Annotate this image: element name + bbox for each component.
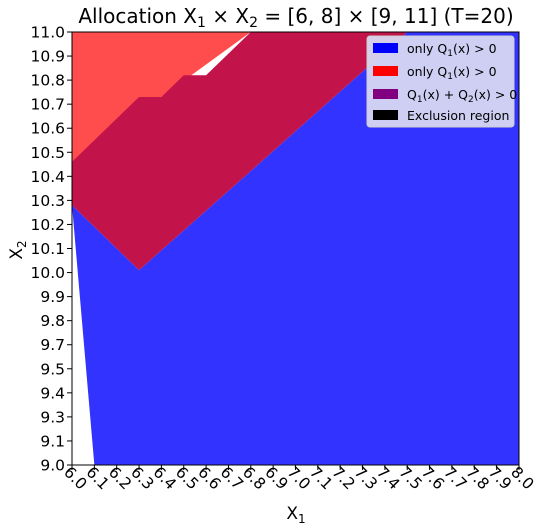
y-tick-label: 10.1 bbox=[30, 240, 65, 258]
y-tick-label: 10.3 bbox=[30, 192, 65, 210]
region-0 bbox=[72, 32, 519, 465]
y-tick-label: 10.4 bbox=[30, 168, 65, 186]
y-tick-label: 10.7 bbox=[30, 96, 65, 114]
y-tick-label: 9.4 bbox=[40, 384, 65, 402]
legend: only Q1(x) > 0 only Q1(x) > 0 Q1(x) + Q2… bbox=[366, 35, 517, 128]
legend-swatch-purple bbox=[373, 89, 398, 99]
x-axis: 6.06.16.26.36.46.56.66.76.86.97.07.17.27… bbox=[60, 463, 537, 493]
y-tick-label: 9.1 bbox=[40, 432, 65, 450]
plot-regions bbox=[72, 32, 519, 465]
legend-swatch-black bbox=[373, 110, 398, 120]
y-tick-label: 9.3 bbox=[40, 408, 65, 426]
legend-swatch-blue bbox=[373, 43, 398, 53]
y-tick-label: 10.2 bbox=[30, 216, 65, 234]
region-2 bbox=[72, 32, 408, 271]
y-axis-label: X2 bbox=[7, 240, 29, 259]
legend-box bbox=[366, 35, 515, 128]
legend-label-3: Q1(x) + Q2(x) > 0 bbox=[407, 87, 517, 105]
y-tick-label: 10.6 bbox=[30, 120, 65, 138]
y-tick-label: 9.9 bbox=[40, 288, 65, 306]
x-tick-label: 8.0 bbox=[507, 463, 537, 493]
y-tick-label: 10.5 bbox=[30, 144, 65, 162]
y-tick-label: 10.9 bbox=[30, 48, 65, 66]
y-axis: 9.0 9.1 9.3 9.4 9.5 9.7 9.8 9.9 10.0 10.1 10.2 10.3… bbox=[30, 24, 72, 475]
y-tick-label: 9.7 bbox=[40, 336, 65, 354]
legend-label-2: only Q1(x) > 0 bbox=[407, 64, 497, 82]
x-axis-label: X1 bbox=[286, 504, 305, 526]
y-tick-label: 9.8 bbox=[40, 312, 65, 330]
legend-label-1: only Q1(x) > 0 bbox=[407, 41, 497, 59]
y-tick-label: 11.0 bbox=[30, 24, 65, 42]
legend-label-4: Exclusion region bbox=[407, 108, 509, 123]
y-tick-label: 9.5 bbox=[40, 360, 65, 378]
y-tick-label: 9.0 bbox=[40, 457, 65, 475]
y-tick-label: 10.8 bbox=[30, 72, 65, 90]
y-tick-label: 10.0 bbox=[30, 264, 65, 282]
legend-swatch-red bbox=[373, 66, 398, 76]
chart-title: Allocation X1 × X2 = [6, 8] × [9, 11] (T… bbox=[78, 4, 513, 31]
